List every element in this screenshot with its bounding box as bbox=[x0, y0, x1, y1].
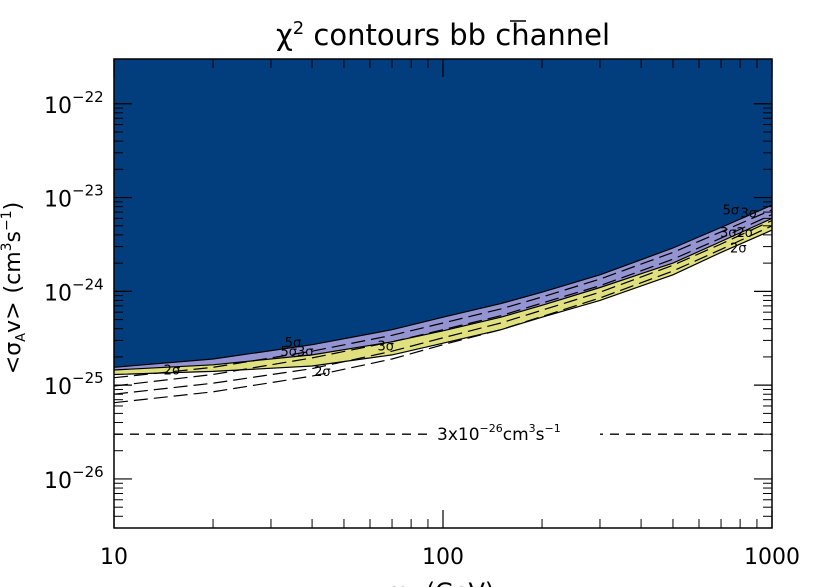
y-tick-label: 10−25 bbox=[44, 369, 104, 400]
reference-line-label: 3x10−26cm3s−1 bbox=[437, 422, 561, 445]
contours-layer bbox=[114, 209, 772, 404]
regions-layer bbox=[114, 59, 772, 376]
x-tick-label: 1000 bbox=[744, 545, 800, 570]
dashed-contour-1 bbox=[114, 213, 772, 387]
y-tick-label: 10−22 bbox=[44, 88, 104, 119]
x-tick-label: 100 bbox=[422, 545, 464, 570]
axes-layer: 10 100 1000 10−26 10−25 10−24 10−23 10−22 bbox=[44, 59, 800, 570]
contour-label: 3σ bbox=[741, 207, 758, 222]
contour-label: 2σ bbox=[314, 365, 331, 380]
plot-frame bbox=[113, 58, 773, 529]
x-axis-label: mχ(GeV) bbox=[386, 578, 495, 587]
dashed-contour-3 bbox=[114, 225, 772, 404]
contour-label: 2σ bbox=[164, 363, 181, 378]
reference-line-label-bg bbox=[428, 422, 600, 446]
y-tick-label: 10−26 bbox=[44, 463, 104, 494]
dashed-contour-2 bbox=[114, 219, 772, 395]
boundary-excluded bbox=[114, 204, 772, 368]
bbar-text: b bbox=[468, 18, 486, 52]
contour-label: 5σ bbox=[723, 203, 740, 218]
region-excluded bbox=[114, 59, 772, 368]
y-axis-label: <σAv>(cm3s−1) bbox=[0, 202, 29, 374]
contour-label: 3σ bbox=[378, 339, 395, 354]
boundary-band_3to2 bbox=[114, 229, 772, 376]
x-tick-label: 10 bbox=[100, 545, 128, 570]
contour-label: 5σ3σ bbox=[281, 345, 314, 360]
contour-label: 5σ bbox=[285, 336, 302, 351]
chart-title: χ2 contours bb channel bbox=[276, 18, 610, 52]
contour-label: 3σ2σ bbox=[720, 226, 753, 241]
y-tick-label: 10−23 bbox=[44, 182, 104, 213]
dashed-contour-0 bbox=[114, 209, 772, 379]
boundary-band_5to3 bbox=[114, 217, 772, 371]
y-tick-label: 10−24 bbox=[44, 275, 104, 306]
contour-label: 2σ bbox=[730, 241, 747, 256]
